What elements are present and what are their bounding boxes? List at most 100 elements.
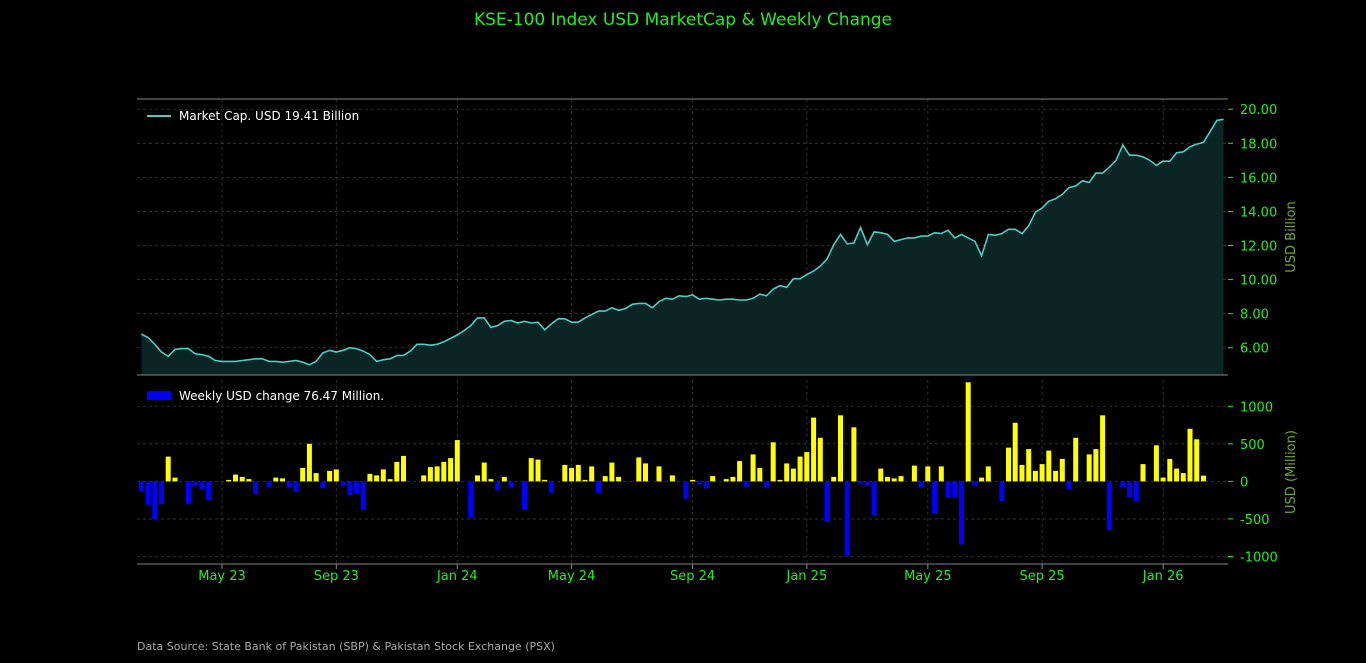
weekly-change-bar [468,481,474,518]
weekly-change-bar [401,455,406,482]
weekly-change-bar [844,481,850,555]
weekly-change-bar [548,481,554,493]
weekly-change-bar [152,481,158,519]
weekly-change-bar [683,481,689,499]
weekly-change-bar [1032,470,1038,482]
weekly-change-bar [569,467,575,482]
weekly-change-bar [347,481,353,495]
weekly-change-bar [185,481,191,504]
weekly-change-bar [932,481,938,513]
y-tick-label: 14.00 [1240,205,1277,220]
weekly-change-bar [1187,428,1193,482]
weekly-change-bar [804,452,810,482]
weekly-change-bar [387,479,393,482]
x-axis: May 23 Sep 23 Jan 24 May 24 Sep 24 Jan 25 May … [198,564,1183,584]
weekly-change-bar [885,476,890,482]
weekly-change-bar [380,469,386,482]
data-source-note: Data Source: State Bank of Pakistan (SBP… [137,640,555,653]
weekly-change-bar [1046,450,1052,482]
y-tick-label: 1000 [1240,400,1273,415]
legend-label: Market Cap. USD 19.41 Billion [179,109,359,123]
weekly-change-bar [696,481,702,485]
weekly-change-bar [1201,475,1206,482]
weekly-change-bar [838,415,843,482]
weekly-change-bar [1180,473,1186,482]
weekly-change-bar [360,481,366,510]
weekly-change-bar [656,466,662,482]
y-tick-label: 12.00 [1240,240,1277,255]
weekly-change-bar [320,481,326,489]
weekly-change-bar [266,481,272,487]
weekly-change-bar [777,479,783,482]
chart-title: KSE-100 Index USD MarketCap & Weekly Cha… [473,10,893,30]
weekly-change-bar [797,456,803,482]
weekly-change-bar [723,479,729,482]
y-tick-label: 18.00 [1240,137,1277,152]
x-tick-label: Jan 24 [436,569,478,584]
weekly-change-bar [864,481,870,486]
weekly-change-bar [1194,439,1200,482]
weekly-change-bar [206,481,212,501]
weekly-change-bar [1073,437,1079,482]
weekly-change-bar [925,466,931,482]
weekly-change-bar [441,461,447,482]
weekly-change-bar [985,466,991,482]
weekly-change-bar [1120,481,1126,488]
weekly-change-bar [616,476,622,482]
weekly-change-bar [481,462,487,482]
weekly-change-bar [138,481,144,492]
weekly-change-bar [535,459,541,482]
market-cap-area [141,119,1224,375]
weekly-change-bar [999,481,1005,501]
weekly-change-bar [878,468,884,482]
weekly-change-bar [764,481,769,487]
weekly-change-bar [165,456,171,482]
weekly-change-bar [528,458,534,482]
weekly-change-bar [602,476,608,482]
y-tick-label: 8.00 [1240,308,1269,323]
weekly-change-bar [280,478,285,482]
y-tick-label: 500 [1240,438,1265,453]
weekly-change-bar [811,417,817,482]
weekly-change-bar [1167,458,1173,482]
legend-swatch-bar [147,391,171,400]
weekly-change-bar [911,465,917,482]
x-tick-label: May 24 [548,569,596,584]
weekly-change-bar [172,477,178,482]
weekly-change-bar [246,479,252,482]
weekly-change-bar [891,478,897,482]
weekly-change-bar [313,473,319,482]
x-tick-label: Jan 26 [1142,569,1184,584]
weekly-change-bar [710,476,716,482]
weekly-change-bar [199,481,205,489]
weekly-change-bar [233,474,238,482]
weekly-change-bar [239,476,245,482]
weekly-change-bar [1012,422,1018,482]
weekly-change-bar [596,481,601,493]
weekly-change-bar [965,382,971,482]
y-tick-label: 20.00 [1240,103,1277,118]
weekly-change-bar [327,470,333,482]
weekly-change-bar [300,467,306,482]
weekly-change-bar [293,481,299,492]
weekly-change-bar [1100,415,1106,482]
weekly-change-bar [1026,449,1032,482]
weekly-change-bar [757,467,763,482]
weekly-change-bar [824,481,830,522]
x-tick-label: Jan 25 [786,569,828,584]
weekly-change-bar [898,476,904,482]
weekly-change-bar [979,477,985,482]
weekly-change-bar [522,481,527,510]
weekly-change-bar [333,469,339,482]
weekly-change-bar [488,479,494,482]
weekly-change-bar [871,481,877,516]
weekly-change-bar [1127,481,1132,498]
weekly-change-bar [367,473,373,482]
weekly-change-bar [448,458,454,482]
weekly-change-bar [1059,458,1065,482]
weekly-change-bar [475,475,480,482]
weekly-change-bar [643,463,648,482]
market-cap-panel: Mettis Global News6.008.0010.0012.0014.0… [137,98,1299,376]
weekly-change-bar [609,462,615,482]
